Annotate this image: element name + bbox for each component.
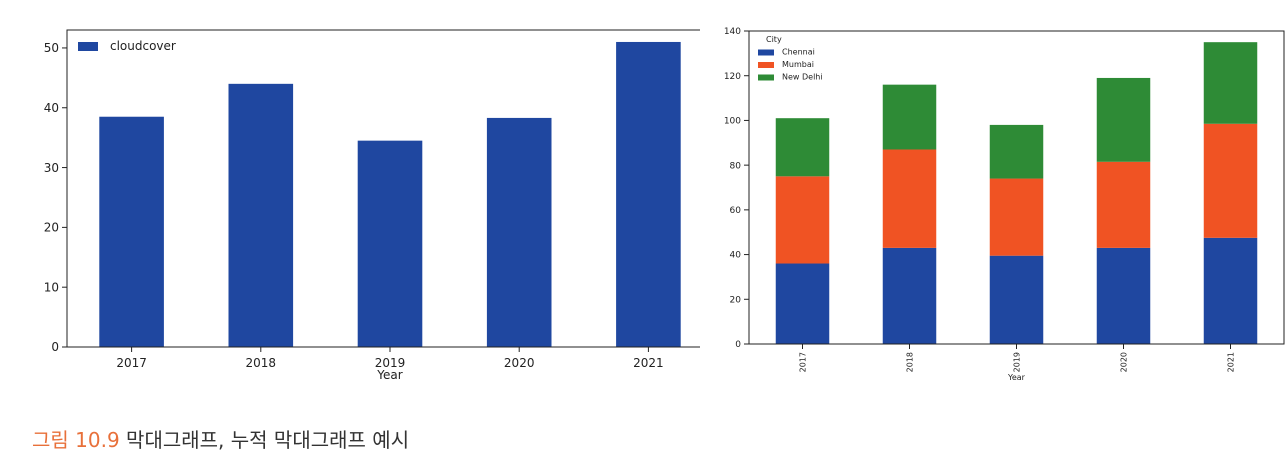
legend-label-cloudcover: cloudcover <box>110 39 176 53</box>
x-tick-label-2020: 2020 <box>1119 352 1128 372</box>
legend-label-mumbai: Mumbai <box>782 60 814 69</box>
figure-caption: 그림 10.9 막대그래프, 누적 막대그래프 예시 <box>32 424 409 453</box>
y-tick-label-140: 140 <box>724 27 741 37</box>
stacked-bar-chart-cities: 0 20 40 60 80 100 120 140 2017 2018 2019 2020 2021 Ye… <box>724 27 1285 382</box>
bar-chennai-2021 <box>1203 237 1258 344</box>
bar-chennai-2020 <box>1096 247 1151 344</box>
y-tick-label-40: 40 <box>44 101 59 115</box>
x-tick-label-2018: 2018 <box>246 356 277 370</box>
figure-number: 그림 10.9 <box>32 428 120 452</box>
x-tick-label-2021: 2021 <box>1226 352 1235 372</box>
legend-label-new-delhi: New Delhi <box>782 73 823 82</box>
bar-cloudcover-2018 <box>228 83 294 347</box>
caption-text: 막대그래프, 누적 막대그래프 예시 <box>119 428 410 452</box>
y-tick-label-20: 20 <box>44 221 59 235</box>
y-tick-label-20: 20 <box>730 295 742 305</box>
legend-swatch-cloudcover <box>78 42 98 51</box>
bar-mumbai-2018 <box>882 149 937 248</box>
y-tick-label-10: 10 <box>44 280 59 294</box>
y-tick-label-0: 0 <box>51 340 59 354</box>
y-tick-label-60: 60 <box>730 206 742 216</box>
bar-new-delhi-2020 <box>1096 77 1151 162</box>
x-tick-label-2021: 2021 <box>633 356 664 370</box>
bar-chart-cloudcover: 0 10 20 30 40 50 2017 2018 2019 2020 2021 Year cloud… <box>44 29 700 382</box>
bar-mumbai-2017 <box>775 176 830 264</box>
bar-mumbai-2020 <box>1096 161 1151 248</box>
x-tick-label-2020: 2020 <box>504 356 535 370</box>
bar-mumbai-2021 <box>1203 123 1258 238</box>
x-axis-label: Year <box>376 368 402 382</box>
x-tick-label-2018: 2018 <box>905 352 914 372</box>
bar-cloudcover-2019 <box>357 140 423 347</box>
legend-label-chennai: Chennai <box>782 48 815 57</box>
y-tick-label-80: 80 <box>730 161 742 171</box>
legend-swatch-new-delhi <box>758 74 774 81</box>
y-tick-label-30: 30 <box>44 161 59 175</box>
y-tick-label-40: 40 <box>730 251 742 261</box>
bar-new-delhi-2019 <box>989 124 1044 179</box>
x-tick-label-2019: 2019 <box>1012 352 1021 372</box>
bar-new-delhi-2021 <box>1203 42 1258 124</box>
bar-chennai-2019 <box>989 255 1044 344</box>
legend-swatch-chennai <box>758 49 774 56</box>
bar-new-delhi-2018 <box>882 84 937 150</box>
y-tick-label-50: 50 <box>44 41 59 55</box>
bar-cloudcover-2020 <box>486 117 552 347</box>
bar-cloudcover-2017 <box>99 116 164 348</box>
x-tick-label-2017: 2017 <box>116 356 147 370</box>
x-axis-label: Year <box>1007 373 1026 382</box>
x-tick-label-2017: 2017 <box>798 352 807 372</box>
y-tick-label-100: 100 <box>724 117 741 127</box>
y-tick-label-0: 0 <box>735 340 741 350</box>
bar-chennai-2018 <box>882 247 937 344</box>
legend-swatch-mumbai <box>758 62 774 68</box>
bar-mumbai-2019 <box>989 178 1044 256</box>
y-tick-label-120: 120 <box>724 72 741 82</box>
legend-title: City <box>766 35 782 44</box>
bar-cloudcover-2021 <box>616 41 681 347</box>
bar-chennai-2017 <box>775 263 830 344</box>
x-tick-label-2019: 2019 <box>375 356 406 370</box>
bar-new-delhi-2017 <box>775 118 830 177</box>
